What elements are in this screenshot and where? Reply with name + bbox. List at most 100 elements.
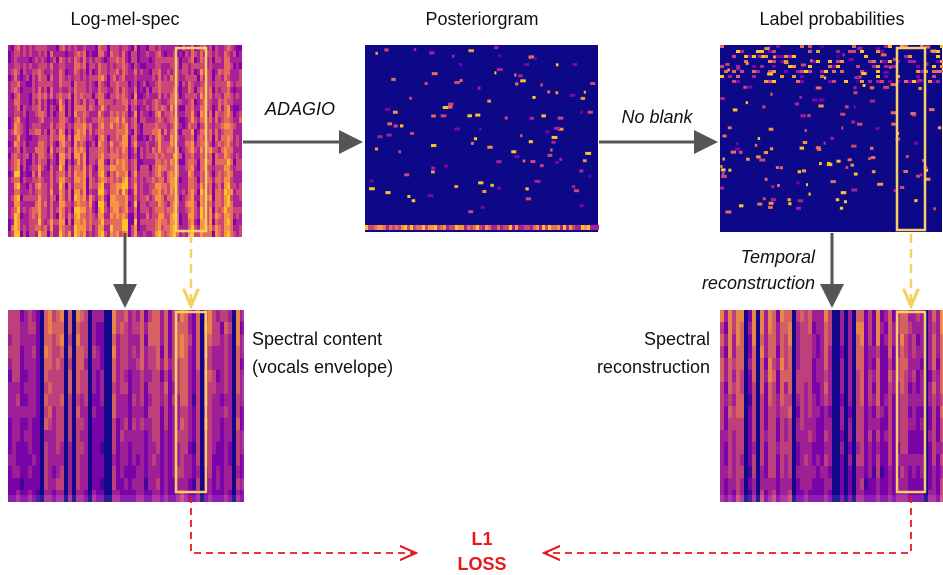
spectrogram-cell — [56, 135, 59, 141]
dot — [539, 225, 542, 230]
envelope-cell — [748, 430, 752, 442]
spectrogram-cell — [227, 147, 230, 153]
spectrogram-cell — [83, 111, 86, 117]
envelope-cell — [864, 406, 868, 418]
envelope-cell — [772, 478, 776, 490]
envelope-cell — [108, 442, 112, 454]
spectrogram-cell — [236, 105, 239, 111]
spectrogram-cell — [128, 69, 131, 75]
spectrogram-cell — [179, 147, 182, 153]
envelope-cell — [832, 382, 836, 394]
envelope-cell — [236, 358, 240, 370]
envelope-cell — [796, 442, 800, 454]
envelope-cell — [824, 442, 828, 454]
dot — [521, 225, 524, 230]
envelope-cell — [60, 358, 64, 370]
spectrogram-cell — [32, 201, 35, 207]
spectrogram-cell — [119, 147, 122, 153]
envelope-cell — [100, 454, 104, 466]
envelope-cell — [792, 442, 796, 454]
spectrogram-cell — [47, 159, 50, 165]
spectrogram-cell — [155, 111, 158, 117]
spectrogram-cell — [122, 207, 125, 213]
envelope-cell — [912, 382, 916, 394]
envelope-cell — [812, 310, 816, 322]
envelope-cell — [812, 322, 816, 334]
spectrogram-cell — [104, 225, 107, 231]
spectrogram-cell — [50, 231, 53, 237]
spectrogram-cell — [230, 159, 233, 165]
envelope-cell — [12, 394, 16, 406]
dot — [413, 225, 416, 230]
dot — [398, 225, 401, 230]
spectrogram-cell — [95, 171, 98, 177]
spectrogram-cell — [191, 51, 194, 57]
envelope-cell — [744, 478, 748, 490]
envelope-cell — [900, 442, 904, 454]
envelope-cell — [12, 370, 16, 382]
spectrogram-cell — [125, 201, 128, 207]
envelope-cell — [16, 478, 20, 490]
spectrogram-cell — [62, 177, 65, 183]
envelope-cell — [788, 358, 792, 370]
envelope-cell — [132, 478, 136, 490]
spectrogram-cell — [218, 213, 221, 219]
envelope-cell — [216, 490, 220, 502]
envelope-cell — [136, 406, 140, 418]
envelope-cell — [820, 358, 824, 370]
envelope-cell — [756, 310, 760, 322]
spectrogram-cell — [101, 51, 104, 57]
envelope-cell — [776, 430, 780, 442]
spectrogram-cell — [179, 135, 182, 141]
spectrogram-cell — [26, 189, 29, 195]
envelope-cell — [764, 334, 768, 346]
spectrogram-cell — [143, 231, 146, 237]
envelope-cell — [56, 466, 60, 478]
dot — [772, 50, 776, 53]
spectrogram-cell — [122, 147, 125, 153]
dot — [736, 50, 740, 53]
spectrogram-cell — [68, 225, 71, 231]
dot — [760, 50, 764, 53]
spectrogram-cell — [200, 201, 203, 207]
spectrogram-cell — [44, 207, 47, 213]
spectrogram-cell — [35, 135, 38, 141]
spectrogram-cell — [89, 69, 92, 75]
envelope-cell — [764, 418, 768, 430]
envelope-cell — [148, 418, 152, 430]
spectrogram-cell — [110, 153, 113, 159]
spectrogram-cell — [20, 111, 23, 117]
spectrogram-cell — [47, 87, 50, 93]
spectrogram-cell — [188, 81, 191, 87]
spectrogram-cell — [140, 57, 143, 63]
dot — [468, 210, 473, 213]
spectrogram-cell — [125, 117, 128, 123]
spectrogram-cell — [200, 219, 203, 225]
dot — [547, 90, 550, 93]
spectrogram-cell — [233, 231, 236, 237]
envelope-cell — [140, 358, 144, 370]
dot — [551, 141, 555, 144]
spectrogram-cell — [182, 51, 185, 57]
envelope-cell — [104, 466, 108, 478]
spectrogram-cell — [194, 153, 197, 159]
spectrogram-cell — [221, 225, 224, 231]
spectrogram-cell — [122, 93, 125, 99]
dot — [377, 225, 380, 230]
spectrogram-cell — [221, 231, 224, 237]
spectrogram-cell — [140, 201, 143, 207]
envelope-cell — [12, 454, 16, 466]
spectrogram-cell — [41, 195, 44, 201]
spectrogram-cell — [170, 57, 173, 63]
envelope-cell — [68, 382, 72, 394]
spectrogram-cell — [29, 93, 32, 99]
spectrogram-cell — [62, 135, 65, 141]
title: Posteriorgram — [425, 9, 538, 29]
spectrogram-cell — [92, 57, 95, 63]
spectrogram-cell — [83, 189, 86, 195]
envelope-cell — [116, 334, 120, 346]
envelope-cell — [744, 442, 748, 454]
spectrogram-cell — [74, 123, 77, 129]
spectrogram-cell — [98, 219, 101, 225]
spectrogram-cell — [218, 183, 221, 189]
